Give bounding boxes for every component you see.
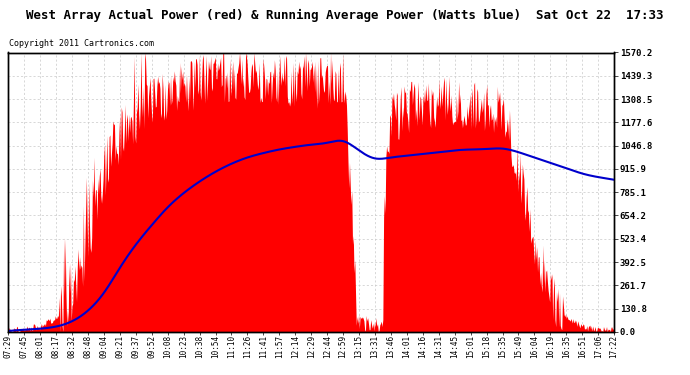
- Text: West Array Actual Power (red) & Running Average Power (Watts blue)  Sat Oct 22  : West Array Actual Power (red) & Running …: [26, 9, 664, 22]
- Text: Copyright 2011 Cartronics.com: Copyright 2011 Cartronics.com: [9, 39, 154, 48]
